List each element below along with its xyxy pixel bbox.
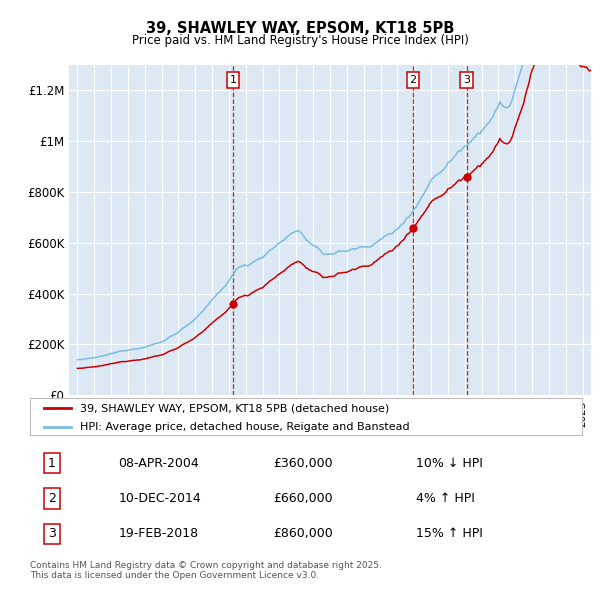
Text: 3: 3 — [463, 75, 470, 85]
Text: 2: 2 — [409, 75, 416, 85]
Text: 15% ↑ HPI: 15% ↑ HPI — [416, 527, 483, 540]
Text: Contains HM Land Registry data © Crown copyright and database right 2025.
This d: Contains HM Land Registry data © Crown c… — [30, 560, 382, 580]
Text: 19-FEB-2018: 19-FEB-2018 — [118, 527, 199, 540]
Text: 10% ↓ HPI: 10% ↓ HPI — [416, 457, 483, 470]
Text: £660,000: £660,000 — [273, 492, 332, 505]
Text: 39, SHAWLEY WAY, EPSOM, KT18 5PB: 39, SHAWLEY WAY, EPSOM, KT18 5PB — [146, 21, 454, 35]
Text: HPI: Average price, detached house, Reigate and Banstead: HPI: Average price, detached house, Reig… — [80, 422, 409, 432]
Text: 1: 1 — [230, 75, 236, 85]
Text: 1: 1 — [48, 457, 56, 470]
Text: Price paid vs. HM Land Registry's House Price Index (HPI): Price paid vs. HM Land Registry's House … — [131, 34, 469, 47]
Text: 3: 3 — [48, 527, 56, 540]
Text: £360,000: £360,000 — [273, 457, 332, 470]
Text: 39, SHAWLEY WAY, EPSOM, KT18 5PB (detached house): 39, SHAWLEY WAY, EPSOM, KT18 5PB (detach… — [80, 404, 389, 414]
Text: £860,000: £860,000 — [273, 527, 332, 540]
Text: 10-DEC-2014: 10-DEC-2014 — [118, 492, 201, 505]
Text: 08-APR-2004: 08-APR-2004 — [118, 457, 199, 470]
Text: 4% ↑ HPI: 4% ↑ HPI — [416, 492, 475, 505]
Text: 2: 2 — [48, 492, 56, 505]
